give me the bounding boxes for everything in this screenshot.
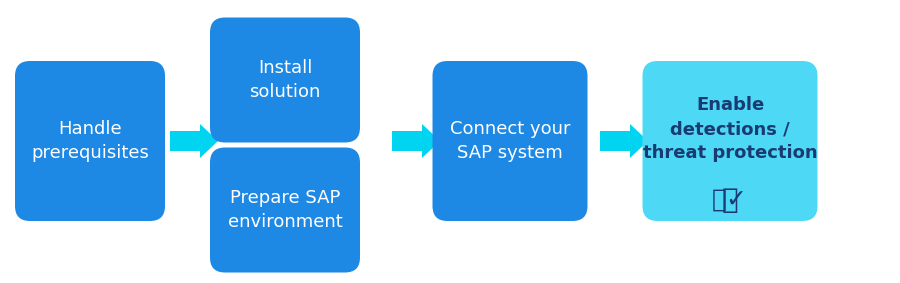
Text: ⛨: ⛨ [722, 186, 738, 214]
Polygon shape [392, 124, 440, 158]
Text: 🛡✓: 🛡✓ [712, 188, 748, 212]
Text: Connect your
SAP system: Connect your SAP system [450, 120, 571, 162]
FancyBboxPatch shape [643, 61, 817, 221]
FancyBboxPatch shape [15, 61, 165, 221]
Text: Enable
detections /
threat protection: Enable detections / threat protection [643, 97, 817, 162]
FancyBboxPatch shape [210, 18, 360, 143]
Text: Prepare SAP
environment: Prepare SAP environment [228, 189, 342, 231]
FancyBboxPatch shape [210, 147, 360, 273]
Polygon shape [170, 124, 218, 158]
Polygon shape [600, 124, 648, 158]
FancyBboxPatch shape [433, 61, 588, 221]
Text: Install
solution: Install solution [249, 59, 320, 101]
Text: Handle
prerequisites: Handle prerequisites [32, 120, 148, 162]
